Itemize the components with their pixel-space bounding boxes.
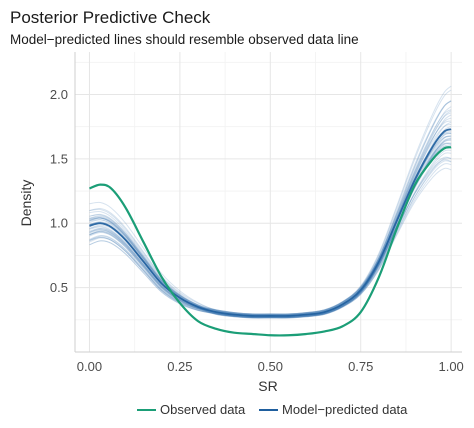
x-tick-label: 0.50 xyxy=(258,359,283,374)
chart-title: Posterior Predictive Check xyxy=(10,8,211,27)
y-tick-label: 1.5 xyxy=(50,151,68,166)
x-tick-label: 0.25 xyxy=(167,359,192,374)
legend-label-observed: Observed data xyxy=(160,402,246,417)
replicate-line xyxy=(89,85,452,315)
replicate-line xyxy=(89,167,452,319)
replicate-line xyxy=(89,120,452,315)
y-tick-label: 1.0 xyxy=(50,216,68,231)
series-lines xyxy=(89,128,452,337)
replicate-line xyxy=(89,157,452,319)
replicate-line xyxy=(89,106,452,318)
y-axis-label: Density xyxy=(18,180,34,227)
model-predicted-mean-line xyxy=(89,128,452,317)
x-axis-label: SR xyxy=(258,378,277,394)
x-tick-label: 0.75 xyxy=(348,359,373,374)
x-tick-label: 1.00 xyxy=(438,359,463,374)
axes xyxy=(74,52,462,353)
replicate-line xyxy=(89,163,452,319)
replicate-line xyxy=(89,132,452,315)
replicate-line xyxy=(89,123,452,316)
y-tick-label: 0.5 xyxy=(50,280,68,295)
replicate-line xyxy=(89,89,452,315)
legend: Observed data Model−predicted data xyxy=(137,402,408,417)
legend-label-model: Model−predicted data xyxy=(282,402,408,417)
replicate-line xyxy=(89,149,452,319)
observed-data-line xyxy=(89,146,452,337)
x-tick-label: 0.00 xyxy=(77,359,102,374)
replicate-line xyxy=(89,128,452,316)
chart-subtitle: Model−predicted lines should resemble ob… xyxy=(10,32,359,47)
replicate-line xyxy=(89,145,452,316)
tick-labels: 0.00 0.25 0.50 0.75 1.00 0.5 1.0 1.5 2.0 xyxy=(50,87,464,374)
y-tick-label: 2.0 xyxy=(50,87,68,102)
